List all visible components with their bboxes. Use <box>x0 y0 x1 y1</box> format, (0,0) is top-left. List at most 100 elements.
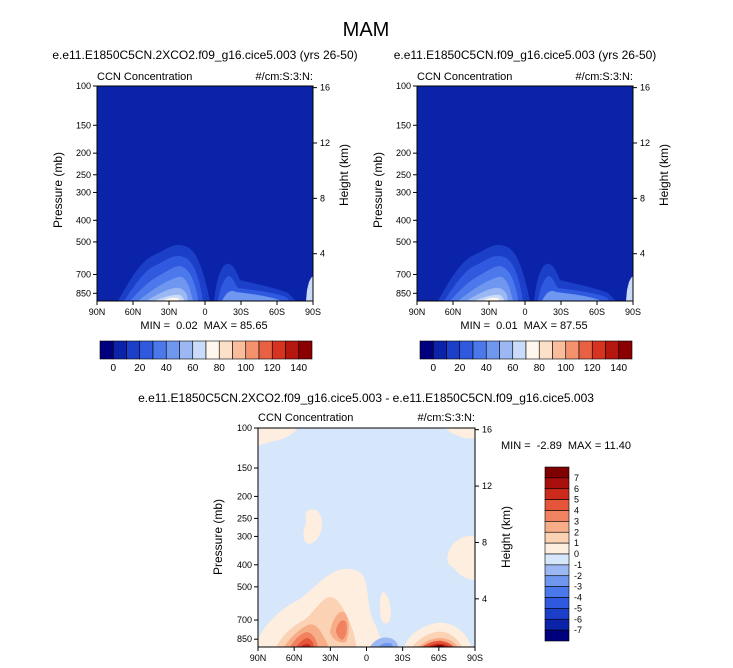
colorbar-label: 100 <box>557 363 574 374</box>
colorbar-label: 60 <box>507 363 519 374</box>
panel-ctrl: e.e11.E1850C5CN.f09_g16.cice5.003 (yrs 2… <box>371 48 671 374</box>
axes: 90N 60N 30N 0 30S 60S 90S 100 150 200 250 300 400 500… <box>76 81 330 317</box>
colorbar-label: 1 <box>574 538 579 548</box>
y-tick-label: 200 <box>237 491 252 501</box>
panel-right-label: #/cm:S:3:N: <box>256 71 313 83</box>
colorbar-swatch <box>591 340 606 360</box>
colorbar-swatch <box>459 340 474 360</box>
colorbar-swatch <box>544 586 570 598</box>
y-tick-label: 250 <box>76 170 91 180</box>
y-tick-label: 400 <box>76 215 91 225</box>
colorbar-swatch <box>544 466 570 479</box>
colorbar-swatch <box>544 488 570 500</box>
colorbar-swatch <box>485 340 500 360</box>
x-tick-label: 60S <box>269 307 285 317</box>
x-tick-label: 90S <box>467 653 483 663</box>
colorbar-swatch <box>544 521 570 533</box>
colorbar-swatch <box>544 510 570 522</box>
colorbar-swatch <box>525 340 540 360</box>
colorbar-swatch <box>298 340 313 360</box>
colorbar-swatch <box>544 597 570 609</box>
colorbar-label: -4 <box>574 593 582 603</box>
panel-difference: e.e11.E1850C5CN.2XCO2.f09_g16.cice5.003 … <box>138 391 631 663</box>
panel-right-label: #/cm:S:3:N: <box>418 412 475 424</box>
x-tick-label: 0 <box>364 653 369 663</box>
colorbar-swatch <box>618 340 633 360</box>
x-tick-label: 90S <box>625 307 641 317</box>
x-tick-label: 0 <box>522 307 527 317</box>
colorbar-label: 40 <box>161 363 173 374</box>
colorbar-swatch <box>605 340 620 360</box>
colorbar-label: -3 <box>574 582 582 592</box>
colorbar-swatch <box>499 340 514 360</box>
colorbar-swatch <box>112 340 127 360</box>
colorbar-label: 80 <box>214 363 226 374</box>
panel-ctrl-2xco2: e.e11.E1850C5CN.2XCO2.f09_g16.cice5.003 … <box>51 48 358 374</box>
colorbar-swatch <box>432 340 447 360</box>
x-tick-label: 30S <box>395 653 411 663</box>
stats-text: MIN = -2.89 MAX = 11.40 <box>501 440 631 452</box>
y-right-tick-label: 12 <box>320 138 330 148</box>
y-tick-label: 250 <box>396 170 411 180</box>
y-tick-label: 850 <box>237 634 252 644</box>
colorbar-swatch <box>544 531 570 544</box>
colorbar-swatch <box>544 553 570 566</box>
x-tick-label: 30S <box>553 307 569 317</box>
x-tick-label: 60S <box>589 307 605 317</box>
colorbar-swatch <box>538 340 553 360</box>
colorbar-swatch <box>192 340 207 360</box>
y-tick-label: 700 <box>396 270 411 280</box>
colorbar-swatch <box>139 340 154 360</box>
y-tick-label: 700 <box>76 270 91 280</box>
x-tick-label: 60S <box>431 653 447 663</box>
colorbar-swatch <box>99 340 114 360</box>
colorbar-swatch <box>544 477 570 490</box>
colorbar-label: 80 <box>534 363 546 374</box>
colorbar-swatch <box>578 340 593 360</box>
colorbar-label: 2 <box>574 527 579 537</box>
contour-field <box>97 86 313 301</box>
colorbar-label: 4 <box>574 506 579 516</box>
y-tick-label: 300 <box>396 187 411 197</box>
y-right-tick-label: 8 <box>320 193 325 203</box>
colorbar-label: 120 <box>584 363 601 374</box>
colorbar-label: 5 <box>574 495 579 505</box>
axes: 90N 60N 30N 0 30S 60S 90S 100 150 200 250 300 400 500… <box>237 423 492 663</box>
y-right-tick-label: 16 <box>640 83 650 93</box>
x-tick-label: 60N <box>125 307 142 317</box>
colorbar-swatch <box>512 340 527 360</box>
y-tick-label: 150 <box>396 120 411 130</box>
x-tick-label: 90N <box>250 653 267 663</box>
panel-left-label: CCN Concentration <box>417 71 512 83</box>
colorbar-swatch <box>544 499 570 511</box>
x-tick-label: 30N <box>161 307 178 317</box>
y-tick-label: 100 <box>76 81 91 91</box>
colorbar-swatch <box>152 340 167 360</box>
x-tick-label: 30S <box>233 307 249 317</box>
y-tick-label: 850 <box>396 288 411 298</box>
colorbar-swatch <box>179 340 194 360</box>
panel-right-label: #/cm:S:3:N: <box>576 71 633 83</box>
colorbar-label: 60 <box>187 363 199 374</box>
colorbar-swatch <box>544 564 570 577</box>
colorbar-label: 20 <box>134 363 146 374</box>
colorbar-label: -2 <box>574 571 582 581</box>
colorbar-swatch <box>544 629 570 642</box>
colorbar-label: 0 <box>430 363 436 374</box>
y-axis-right-label: Height (km) <box>499 506 513 568</box>
colorbar-label: -1 <box>574 560 582 570</box>
colorbar-label: 0 <box>574 549 579 559</box>
panel-title: e.e11.E1850C5CN.2XCO2.f09_g16.cice5.003 … <box>52 48 357 62</box>
colorbar-label: 0 <box>110 363 116 374</box>
stats-text: MIN = 0.01 MAX = 87.55 <box>460 320 587 332</box>
y-tick-label: 150 <box>237 463 252 473</box>
colorbar-label: 3 <box>574 516 579 526</box>
colorbar-swatch <box>544 608 570 620</box>
colorbar-label: 120 <box>264 363 281 374</box>
panel-title: e.e11.E1850C5CN.f09_g16.cice5.003 (yrs 2… <box>394 48 657 62</box>
x-tick-label: 0 <box>202 307 207 317</box>
colorbar: 0 20 40 60 80 100 120 140 <box>419 340 633 374</box>
stats-text: MIN = 0.02 MAX = 85.65 <box>140 320 267 332</box>
y-right-tick-label: 12 <box>640 138 650 148</box>
y-right-tick-label: 16 <box>320 83 330 93</box>
